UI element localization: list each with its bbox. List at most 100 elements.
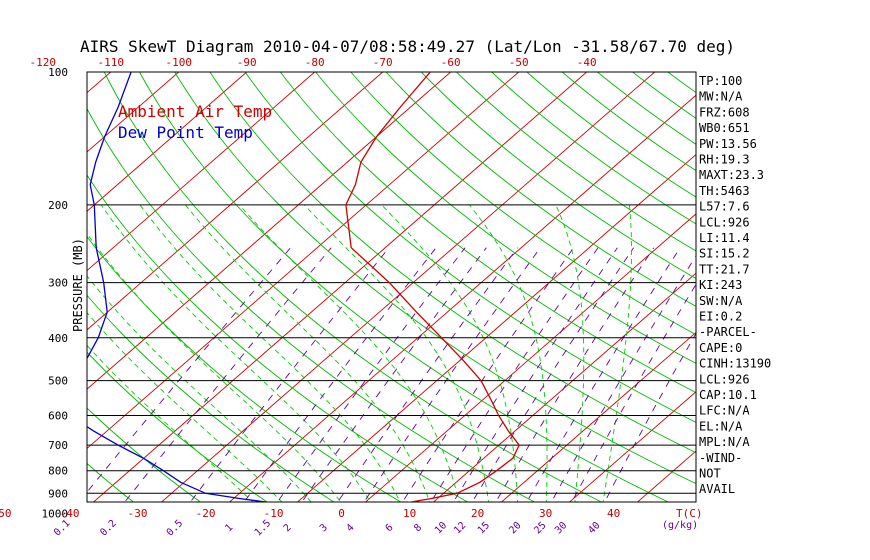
mixing-ratio-line bbox=[430, 247, 599, 502]
dew-point-temp-line bbox=[87, 72, 271, 502]
mixing-ratio-tick-label: 10 bbox=[433, 520, 449, 536]
mixing-ratio-ticks: 0.1 0.2 0.5 1 1.5 2 3 4 6 8 10 12 15 20 25 30 40 bbox=[52, 518, 603, 539]
dry-adiabat-line bbox=[735, 70, 870, 502]
moist-adiabat-line bbox=[185, 204, 431, 502]
dry-adiabat-lines bbox=[87, 70, 870, 502]
isotherm-line bbox=[87, 72, 451, 390]
dry-adiabat-line bbox=[526, 72, 696, 198]
parameter-entry: CAPE:0 bbox=[699, 341, 742, 355]
pressure-tick-label: 300 bbox=[48, 277, 68, 290]
temp-tick-bottom-label: -10 bbox=[264, 507, 284, 520]
mixing-ratio-tick-label: 40 bbox=[586, 520, 602, 536]
data-series bbox=[87, 72, 520, 502]
temp-tick-bottom-label: -20 bbox=[196, 507, 216, 520]
dry-adiabat-line bbox=[279, 72, 696, 394]
mixing-ratio-line bbox=[551, 255, 696, 502]
isotherm-line bbox=[87, 72, 519, 450]
dry-adiabat-line bbox=[596, 72, 696, 145]
temp-tick-bottom-label: 10 bbox=[403, 507, 416, 520]
pressure-tick-label: 500 bbox=[48, 375, 68, 388]
mixing-ratio-line bbox=[452, 247, 618, 502]
moist-adiabat-line bbox=[469, 204, 548, 502]
mixing-ratio-line bbox=[526, 247, 681, 502]
isotherm-line bbox=[750, 72, 870, 523]
parameter-entry: SI:15.2 bbox=[699, 247, 750, 261]
temp-tick-top-label: -100 bbox=[165, 56, 192, 69]
isotherm-line bbox=[87, 72, 383, 331]
pressure-tick-label: 900 bbox=[48, 487, 68, 500]
parameter-entry: MPL:N/A bbox=[699, 435, 750, 449]
parameter-entry: KI:243 bbox=[699, 278, 742, 292]
pressure-tick-label: 400 bbox=[48, 332, 68, 345]
mixing-ratio-line bbox=[337, 247, 518, 502]
dry-adiabat-line bbox=[87, 174, 468, 502]
parameter-entry: LCL:926 bbox=[699, 372, 750, 386]
dry-adiabat-line bbox=[87, 235, 402, 502]
mixing-ratio-tick-label: 0.5 bbox=[165, 518, 186, 539]
moist-adiabat-line bbox=[303, 204, 490, 502]
mixing-ratio-tick-label: 30 bbox=[553, 520, 569, 536]
temp-tick-top-label: -120 bbox=[29, 56, 56, 69]
mixing-ratio-line bbox=[189, 247, 390, 502]
chart-grid bbox=[0, 70, 870, 523]
parameter-entry: RH:19.3 bbox=[699, 153, 750, 167]
parameter-entry: EL:N/A bbox=[699, 419, 743, 433]
parameter-entry: TH:5463 bbox=[699, 184, 750, 198]
pressure-tick-label: 200 bbox=[48, 199, 68, 212]
pressure-ticks: 100 200 300 400 500 600 700 800 900 1000 bbox=[42, 66, 69, 521]
mixing-ratio-line bbox=[471, 247, 634, 502]
temp-tick-top-label: -90 bbox=[237, 56, 257, 69]
mixing-ratio-line bbox=[276, 247, 466, 502]
isotherm-line bbox=[0, 72, 43, 523]
parameter-entry: CAP:10.1 bbox=[699, 388, 757, 402]
isobar-lines bbox=[87, 72, 696, 494]
plot-frame bbox=[86, 71, 697, 503]
mixing-ratio-line bbox=[87, 247, 291, 493]
dry-adiabat-line bbox=[87, 351, 268, 502]
isotherm-line bbox=[87, 72, 247, 212]
mixing-ratio-tick-label: 1.5 bbox=[253, 518, 274, 539]
dry-adiabat-line bbox=[315, 72, 696, 364]
moist-adiabat-line bbox=[381, 204, 519, 502]
dry-adiabat-line bbox=[806, 70, 870, 502]
dry-adiabat-line bbox=[561, 72, 696, 172]
pressure-tick-label: 1000 bbox=[42, 508, 69, 521]
isotherm-line bbox=[364, 213, 696, 502]
mixing-ratio-unit-label: (g/kg) bbox=[662, 520, 698, 531]
dry-adiabat-line bbox=[87, 407, 201, 502]
isotherm-line bbox=[500, 331, 696, 502]
legend-dew-point-temp: Dew Point Temp bbox=[118, 123, 253, 142]
parameter-entry: EI:0.2 bbox=[699, 310, 742, 324]
temp-tick-top-label: -80 bbox=[305, 56, 325, 69]
pressure-tick-label: 800 bbox=[48, 465, 68, 478]
parameter-entry: MW:N/A bbox=[699, 90, 743, 104]
isotherm-line bbox=[87, 72, 111, 94]
dry-adiabat-line bbox=[455, 72, 696, 252]
isotherm-line bbox=[228, 94, 696, 502]
parameter-entry: FRZ:608 bbox=[699, 105, 750, 119]
mixing-ratio-tick-label: 2 bbox=[282, 522, 294, 534]
isotherm-line bbox=[92, 72, 587, 502]
mixing-ratio-line bbox=[495, 247, 655, 502]
pressure-tick-label: 700 bbox=[48, 439, 68, 452]
moist-adiabat-lines bbox=[87, 204, 632, 502]
temp-tick-bottom-label: -40 bbox=[60, 507, 80, 520]
parameter-entry: CINH:13190 bbox=[699, 357, 771, 371]
temp-tick-bottom-label: -50 bbox=[0, 507, 12, 520]
temp-ticks-bottom: -50 -40 -30 -20 -10 0 10 20 30 40 bbox=[0, 507, 620, 520]
x-axis-unit-label: T(C) bbox=[676, 507, 703, 520]
mixing-ratio-line bbox=[571, 283, 696, 502]
moist-adiabat-line bbox=[139, 204, 401, 502]
moist-adiabat-line bbox=[87, 344, 254, 502]
dry-adiabat-line bbox=[841, 70, 870, 502]
temp-tick-bottom-label: 30 bbox=[539, 507, 552, 520]
parameter-entry: PW:13.56 bbox=[699, 137, 757, 151]
isotherm-line bbox=[87, 72, 315, 272]
parameter-entry: SW:N/A bbox=[699, 294, 743, 308]
moist-adiabat-line bbox=[87, 232, 342, 502]
pressure-tick-label: 600 bbox=[48, 410, 68, 423]
parameter-entry: LFC:N/A bbox=[699, 404, 750, 418]
dry-adiabat-line bbox=[87, 294, 335, 502]
isotherm-line bbox=[432, 272, 696, 502]
